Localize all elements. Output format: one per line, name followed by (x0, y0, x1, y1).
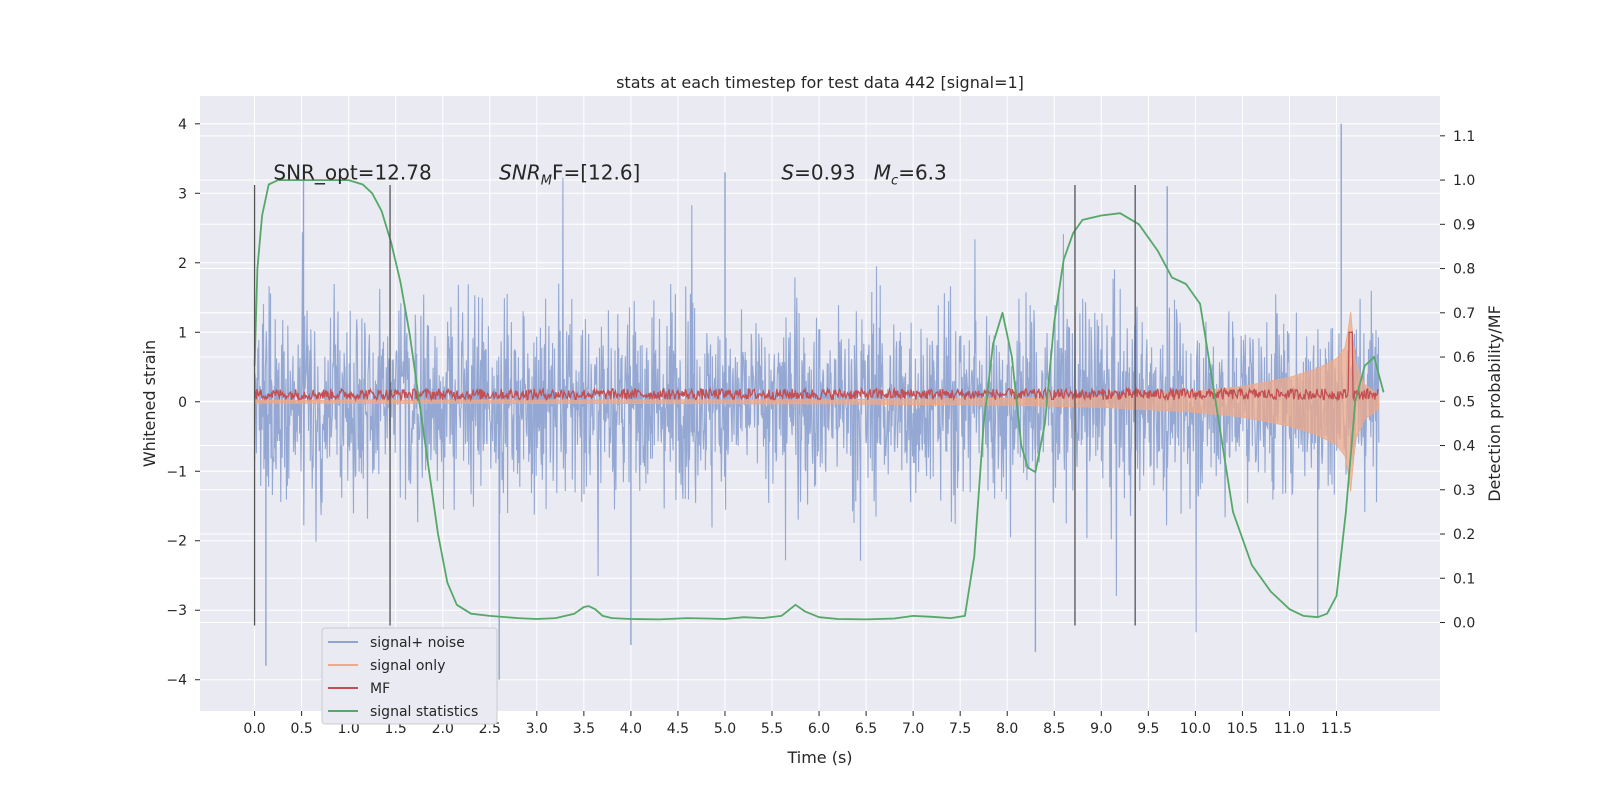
right-y-tick-label: 0.1 (1453, 571, 1475, 587)
x-tick-label: 5.5 (761, 721, 783, 737)
x-tick-label: 3.5 (573, 721, 595, 737)
x-tick-label: 9.5 (1137, 721, 1159, 737)
right-y-tick-label: 0.2 (1453, 527, 1475, 543)
x-tick-label: 10.0 (1180, 721, 1211, 737)
mf-line (254, 331, 1380, 403)
right-y-tick-label: 0.8 (1453, 262, 1475, 278)
left-y-tick-label: 3 (178, 186, 187, 202)
signal-noise-spikes (265, 123, 1342, 680)
x-tick-label: 10.5 (1227, 721, 1258, 737)
annotation-snr-mf: SNRMF=[12.6] (499, 160, 640, 188)
x-tick-label: 1.5 (385, 721, 407, 737)
x-tick-label: 7.0 (902, 721, 924, 737)
legend-box (321, 627, 498, 725)
mf-series (254, 331, 1380, 403)
left-y-tick-label: −4 (166, 673, 187, 689)
chart-title: stats at each timestep for test data 442… (616, 73, 1024, 92)
x-tick-label: 0.5 (290, 721, 312, 737)
left-y-axis-ticks: −4 −3 −2 −1 0 1 2 3 4 (166, 117, 200, 689)
x-tick-label: 0.0 (243, 721, 265, 737)
x-tick-label: 11.5 (1321, 721, 1352, 737)
left-y-tick-label: 0 (178, 395, 187, 411)
x-tick-label: 4.0 (620, 721, 642, 737)
signal-noise-line (254, 177, 1380, 633)
left-y-tick-label: −3 (166, 603, 187, 619)
right-y-tick-label: 0.0 (1453, 616, 1475, 632)
right-y-tick-label: 0.7 (1453, 306, 1475, 322)
right-y-tick-label: 0.4 (1453, 439, 1475, 455)
x-tick-label: 7.5 (949, 721, 971, 737)
right-y-tick-label: 0.3 (1453, 483, 1475, 499)
legend: signal+ noise signal only MF signal statist… (321, 627, 498, 725)
right-y-tick-label: 0.6 (1453, 350, 1475, 366)
right-y-tick-label: 1.1 (1453, 129, 1475, 145)
x-tick-label: 11.0 (1274, 721, 1305, 737)
x-tick-label: 3.0 (526, 721, 548, 737)
left-y-tick-label: 2 (178, 256, 187, 272)
left-y-tick-label: −2 (166, 534, 187, 550)
left-y-axis-label: Whitened strain (140, 340, 159, 467)
x-tick-label: 2.0 (432, 721, 454, 737)
x-tick-label: 6.5 (855, 721, 877, 737)
signal-noise-series (254, 123, 1380, 680)
left-y-tick-label: 1 (178, 325, 187, 341)
legend-label: signal+ noise (370, 635, 465, 651)
left-y-tick-label: 4 (178, 117, 187, 133)
signal-statistics-line (253, 179, 1385, 621)
right-y-tick-label: 0.5 (1453, 394, 1475, 410)
x-tick-label: 6.0 (808, 721, 830, 737)
legend-label: signal only (370, 658, 445, 674)
x-tick-label: 4.5 (667, 721, 689, 737)
x-axis-ticks: 0.0 0.5 1.0 1.5 2.0 2.5 3.0 3.5 4.0 4.5 5.0 5.5 6.0 6… (243, 711, 1352, 737)
x-tick-label: 5.0 (714, 721, 736, 737)
annotation-snr-opt: SNR_opt=12.78 (273, 160, 431, 184)
signal-only-series (254, 311, 1380, 492)
right-y-axis-ticks: 0.0 0.1 0.2 0.3 0.4 0.5 0.6 0.7 0.8 0.9 1.0 1.1 (1440, 129, 1475, 632)
right-y-axis-label: Detection probability/MF (1485, 305, 1504, 502)
signal-only-band (254, 311, 1380, 492)
vertical-markers (253, 184, 1136, 626)
x-tick-label: 9.0 (1090, 721, 1112, 737)
x-tick-label: 2.5 (479, 721, 501, 737)
right-y-tick-label: 1.0 (1453, 173, 1475, 189)
x-tick-label: 8.0 (996, 721, 1018, 737)
x-axis-label: Time (s) (786, 748, 852, 767)
x-tick-label: 1.0 (338, 721, 360, 737)
annotation-s-mc: S=0.93 Mc=6.3 (781, 160, 946, 188)
signal-statistics-series (253, 179, 1385, 621)
annotations: SNR_opt=12.78 SNRMF=[12.6] S=0.93 Mc=6.3 (273, 160, 946, 188)
x-tick-label: 8.5 (1043, 721, 1065, 737)
legend-label: signal statistics (370, 704, 478, 720)
left-y-tick-label: −1 (166, 464, 187, 480)
legend-label: MF (370, 681, 390, 697)
right-y-tick-label: 0.9 (1453, 217, 1475, 233)
